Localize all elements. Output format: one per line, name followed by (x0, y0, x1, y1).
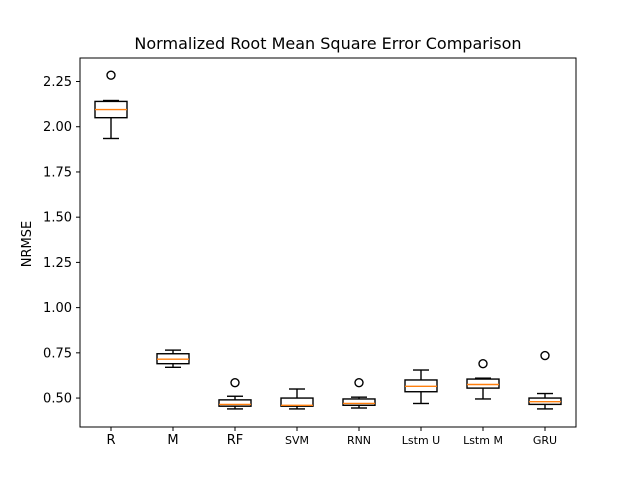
x-axis-ticks: R M RF SVM RNN Lstm U Lstm M GRU (106, 427, 557, 448)
y-tick-label: 0.75 (43, 346, 72, 361)
x-tick-label: SVM (285, 434, 309, 447)
outlier-point (354, 377, 364, 388)
box-group (528, 350, 562, 410)
box-group (94, 70, 128, 140)
y-tick-label: 1.75 (43, 165, 72, 180)
x-tick-label: Lstm U (402, 434, 440, 447)
y-tick-label: 1.50 (43, 211, 72, 226)
y-axis-label: NRMSE (20, 221, 35, 267)
x-tick-label: RF (227, 433, 244, 448)
box-series (94, 70, 562, 410)
box-group (404, 369, 438, 405)
y-tick-label: 2.25 (43, 75, 72, 90)
box-group (218, 377, 252, 410)
y-tick-label: 2.00 (43, 120, 72, 135)
y-tick-label: 1.25 (43, 256, 72, 271)
outlier-point (478, 358, 488, 369)
x-tick-label: Lstm M (463, 434, 503, 447)
box-iqr (466, 378, 500, 389)
box-iqr (218, 399, 252, 407)
x-tick-label: M (167, 433, 178, 448)
x-tick-label: RNN (347, 434, 371, 447)
box-group (156, 349, 190, 369)
chart-title: Normalized Root Mean Square Error Compar… (134, 34, 521, 53)
x-tick-label: GRU (533, 434, 557, 447)
axes-frame (79, 57, 577, 428)
box-iqr (342, 398, 376, 406)
outlier-point (540, 350, 550, 361)
outlier-point (106, 70, 116, 80)
y-tick-label: 1.00 (43, 301, 72, 316)
box-group (466, 358, 500, 400)
y-axis-ticks: 0.50 0.75 1.00 1.25 1.50 1.75 2.00 2.25 (43, 75, 80, 407)
box-group (342, 377, 376, 409)
box-group (280, 388, 314, 410)
box-iqr (280, 397, 314, 407)
x-tick-label: R (106, 433, 115, 448)
y-tick-label: 0.50 (43, 392, 72, 407)
outlier-point (230, 377, 240, 388)
